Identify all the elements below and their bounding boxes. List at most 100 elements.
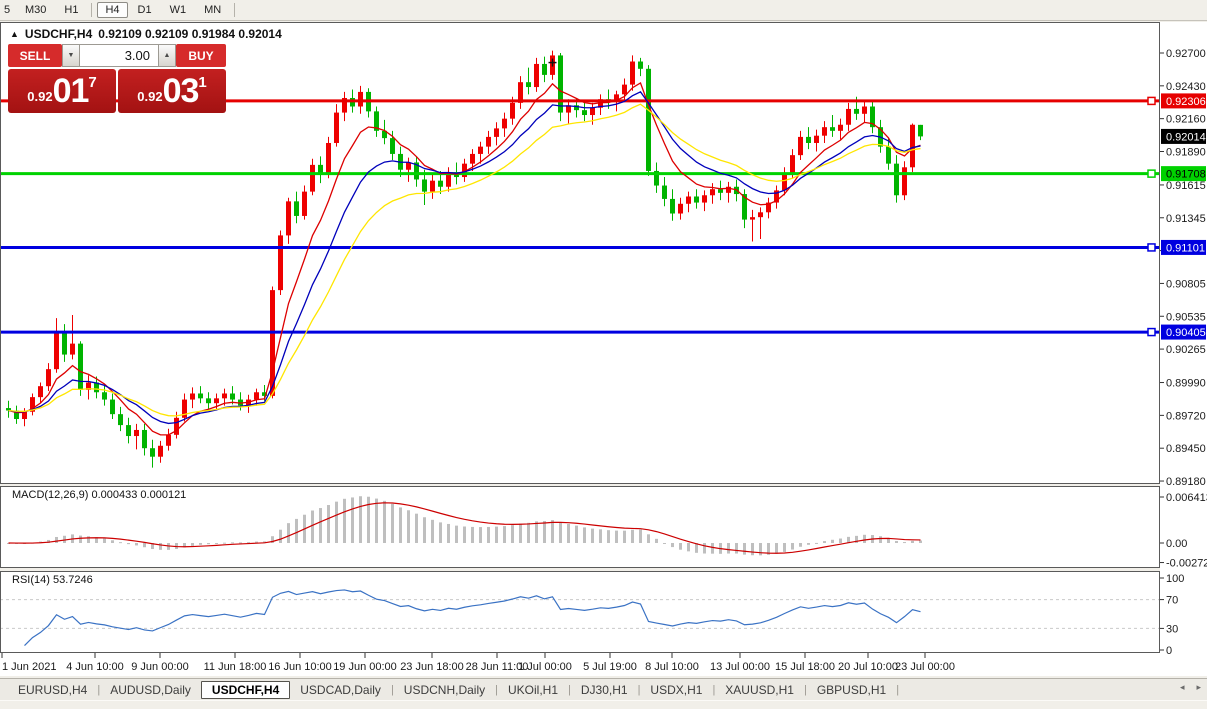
svg-text:0.90405: 0.90405 [1166,327,1206,339]
chart-symbol: USDCHF,H4 [24,27,93,41]
timeframe-button-mn[interactable]: MN [204,4,222,16]
tab-separator: | [803,684,807,696]
svg-text:0.90265: 0.90265 [1166,344,1206,356]
hline-handle[interactable] [1147,169,1156,178]
svg-text:0.92430: 0.92430 [1166,81,1206,93]
svg-text:70: 70 [1166,595,1178,607]
svg-text:23 Jul 00:00: 23 Jul 00:00 [895,661,955,673]
svg-text:0.00: 0.00 [1166,538,1187,550]
svg-text:0.89990: 0.89990 [1166,378,1206,390]
chart-tab-xauusd-h1[interactable]: XAUUSD,H1 [725,683,794,697]
svg-text:0.92306: 0.92306 [1166,96,1206,108]
svg-text:0.91345: 0.91345 [1166,213,1206,225]
svg-text:0.91615: 0.91615 [1166,180,1206,192]
toolbar-separator [234,3,236,17]
chart-tab-usdchf-h4[interactable]: USDCHF,H4 [200,681,291,699]
chart-tab-usdcnh-daily[interactable]: USDCNH,Daily [403,683,486,697]
svg-text:30: 30 [1166,623,1178,635]
toolbar-separator [91,3,93,17]
hline-price-badge [1161,93,1206,109]
svg-text:1 Jun 2021: 1 Jun 2021 [2,661,56,673]
svg-text:5 Jul 19:00: 5 Jul 19:00 [583,661,637,673]
svg-text:16 Jun 10:00: 16 Jun 10:00 [268,661,332,673]
sell-price-big: 01 [52,72,90,110]
svg-text:0.89180: 0.89180 [1166,476,1206,488]
svg-text:0.90805: 0.90805 [1166,278,1206,290]
timeframe-button-h4[interactable]: H4 [97,2,128,18]
macd-layer [7,496,922,556]
svg-text:100: 100 [1166,573,1184,585]
one-click-trading-panel: SELL ▼ 3.00 ▲ BUY 0.92 01 7 0.92 03 1 [8,44,226,113]
svg-text:15 Jul 18:00: 15 Jul 18:00 [775,661,835,673]
sell-price-panel[interactable]: 0.92 01 7 [8,69,116,113]
timeframe-button-m30[interactable]: M30 [25,4,47,16]
tab-separator: | [390,684,394,696]
chart-tab-gbpusd-h1[interactable]: GBPUSD,H1 [816,683,887,697]
hline-handle[interactable] [1147,96,1156,106]
svg-text:19 Jun 00:00: 19 Jun 00:00 [333,661,397,673]
chart-tab-bar: EURUSD,H4 | AUDUSD,Daily USDCHF,H4 USDCAD,Da… [0,678,1207,701]
volume-increase-button[interactable]: ▲ [158,44,176,67]
svg-text:20 Jul 10:00: 20 Jul 10:00 [838,661,898,673]
timeframe-button-d1[interactable]: D1 [137,4,152,16]
timeframe-button-5[interactable]: 5 [4,4,11,16]
buy-button[interactable]: BUY [176,44,226,67]
svg-text:0.92014: 0.92014 [1166,131,1206,143]
timeframe-button-h1[interactable]: H1 [64,4,79,16]
buy-price-prefix: 0.92 [137,88,163,104]
tab-separator: | [97,684,101,696]
rsi-label: RSI(14) 53.7246 [12,574,93,586]
sell-price-pip: 7 [88,74,97,91]
svg-text:23 Jun 18:00: 23 Jun 18:00 [400,661,464,673]
chart-tab-ukoil-h1[interactable]: UKOil,H1 [508,683,559,697]
tabs-scroll-left-icon[interactable]: ◂ [1179,682,1185,692]
hline-handle[interactable] [1147,327,1156,337]
chart-tab-usdx-h1[interactable]: USDX,H1 [650,683,703,697]
svg-text:0.91890: 0.91890 [1166,146,1206,158]
macd-label: MACD(12,26,9) 0.000433 0.000121 [12,489,187,501]
chart-tab-eurusd-h4[interactable]: EURUSD,H4 [18,683,88,697]
svg-text:0.92160: 0.92160 [1166,114,1206,126]
sell-button[interactable]: SELL [8,44,62,67]
buy-price-big: 03 [162,72,200,110]
last-price-badge [1161,128,1206,144]
rsi-layer [1,589,1159,646]
tabs-scroll-right-icon[interactable]: ▸ [1196,682,1201,692]
chart-ohlc-values: 0.92109 0.92109 0.91984 0.92014 [98,27,282,41]
collapse-panel-icon[interactable]: ▲ [10,29,19,39]
status-strip [0,700,1207,709]
spin-up-icon: ▲ [163,52,171,59]
chart-tab-dj30-h1[interactable]: DJ30,H1 [580,683,628,697]
chart-tab-audusd-daily[interactable]: AUDUSD,Daily [110,683,191,697]
hline-price-badge [1161,166,1206,182]
svg-text:28 Jun 11:00: 28 Jun 11:00 [466,661,529,673]
svg-text:-0.002726: -0.002726 [1166,558,1207,570]
volume-decrease-button[interactable]: ▼ [62,44,80,67]
volume-input[interactable]: 3.00 [80,44,158,67]
main-chart-layer [1,50,1159,468]
svg-text:0.91708: 0.91708 [1166,169,1206,181]
hline-handle[interactable] [1147,243,1156,252]
svg-text:0.90535: 0.90535 [1166,311,1206,323]
ma-line-13 [8,91,921,425]
buy-price-panel[interactable]: 0.92 03 1 [118,69,226,113]
tab-separator: | [637,684,641,696]
svg-text:8 Jul 10:00: 8 Jul 10:00 [645,661,699,673]
chart-tab-usdcad-daily[interactable]: USDCAD,Daily [300,683,381,697]
svg-text:0.89720: 0.89720 [1166,410,1206,422]
tab-separator: | [495,684,498,696]
hline-price-badge [1161,324,1206,340]
spin-down-icon: ▼ [67,52,75,59]
tab-separator: | [712,684,716,696]
tab-separator: | [896,684,900,696]
buy-price-pip: 1 [198,74,207,91]
hline-price-badge [1161,239,1206,255]
svg-text:13 Jul 00:00: 13 Jul 00:00 [710,661,770,673]
svg-text:0: 0 [1166,645,1172,657]
svg-text:0.006413: 0.006413 [1166,492,1207,504]
svg-text:1 Jul 00:00: 1 Jul 00:00 [518,661,572,673]
sell-price-prefix: 0.92 [27,88,53,104]
chart-title: ▲ USDCHF,H4 0.92109 0.92109 0.91984 0.92… [10,27,282,41]
timeframe-button-w1[interactable]: W1 [169,4,187,16]
